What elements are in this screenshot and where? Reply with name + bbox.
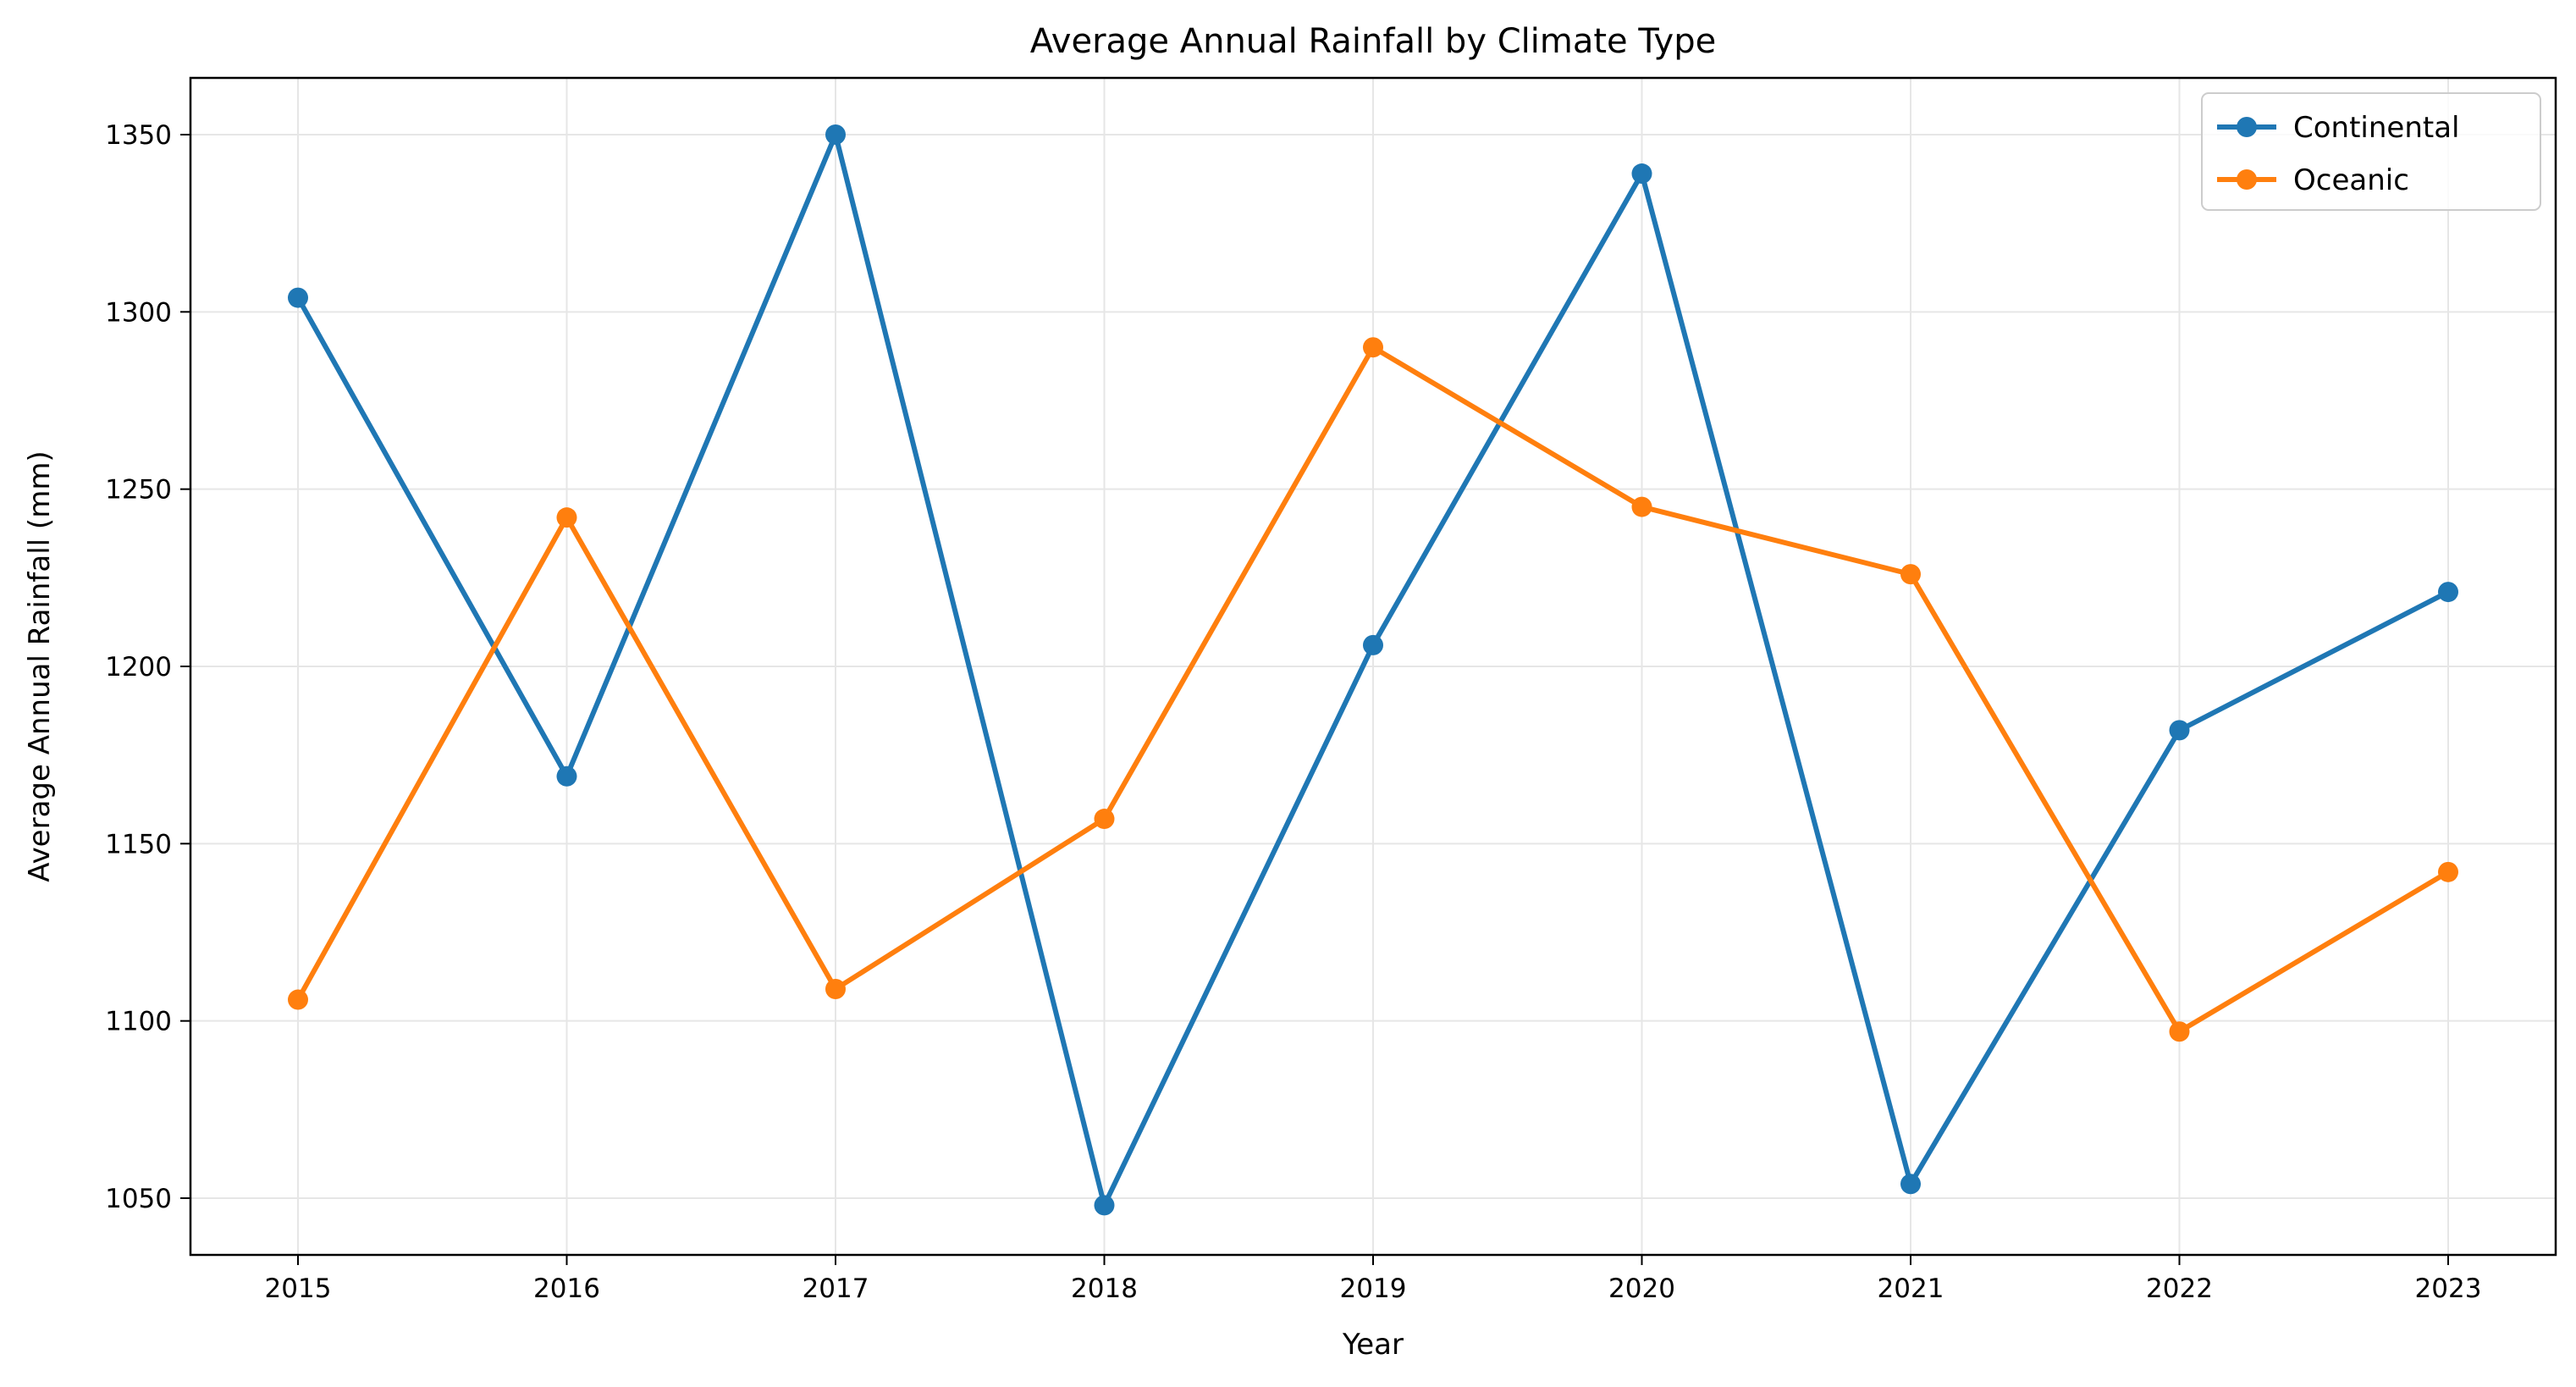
y-axis-title: Average Annual Rainfall (mm) (23, 450, 57, 881)
data-point (288, 989, 308, 1010)
y-axis: 1050 1100 1150 1200 1250 1300 1350 (105, 120, 190, 1214)
data-point (825, 124, 846, 145)
data-point (1094, 1195, 1115, 1216)
y-tick-label: 1250 (105, 475, 172, 506)
data-point (2169, 1021, 2190, 1042)
data-point (1631, 163, 1652, 185)
data-point (556, 765, 577, 787)
y-tick-label: 1350 (105, 120, 172, 151)
y-tick-label: 1200 (105, 652, 172, 682)
legend-swatch-marker (2237, 117, 2257, 137)
legend-label: Continental (2293, 111, 2460, 145)
legend-box (2201, 92, 2541, 211)
data-point (825, 978, 846, 999)
data-point (1900, 564, 1921, 585)
x-axis: 2015 2016 2017 2018 2019 2020 2021 2022 2023 (265, 1255, 2482, 1304)
data-point (2169, 720, 2190, 741)
x-tick-label: 2016 (533, 1274, 600, 1304)
data-point (1631, 496, 1652, 517)
x-tick-label: 2021 (1878, 1274, 1944, 1304)
data-point (1900, 1174, 1921, 1195)
legend-item: Continental (2217, 111, 2460, 145)
legend-swatch-marker (2237, 169, 2257, 190)
data-point (1363, 634, 1383, 655)
data-point (1094, 809, 1115, 830)
y-tick-label: 1050 (105, 1184, 172, 1214)
legend-item: Oceanic (2217, 163, 2409, 197)
data-point (2438, 582, 2458, 603)
x-tick-label: 2017 (803, 1274, 869, 1304)
legend: Continental Oceanic (2201, 92, 2541, 211)
y-tick-label: 1100 (105, 1007, 172, 1037)
data-point (288, 287, 308, 308)
x-tick-label: 2022 (2146, 1274, 2213, 1304)
x-tick-label: 2018 (1071, 1274, 1138, 1304)
chart-title: Average Annual Rainfall by Climate Type (1030, 22, 1716, 61)
y-tick-label: 1300 (105, 297, 172, 328)
data-point (1363, 337, 1383, 358)
x-tick-label: 2019 (1340, 1274, 1407, 1304)
series-oceanic (288, 337, 2458, 1042)
data-point (556, 507, 577, 528)
x-axis-title: Year (1342, 1328, 1404, 1362)
x-tick-label: 2015 (265, 1274, 332, 1304)
y-tick-label: 1150 (105, 829, 172, 859)
x-tick-label: 2020 (1608, 1274, 1675, 1304)
legend-label: Oceanic (2293, 163, 2409, 197)
grid (190, 78, 2556, 1255)
series-layer (288, 124, 2458, 1216)
x-tick-label: 2023 (2415, 1274, 2482, 1304)
data-point (2438, 861, 2458, 882)
